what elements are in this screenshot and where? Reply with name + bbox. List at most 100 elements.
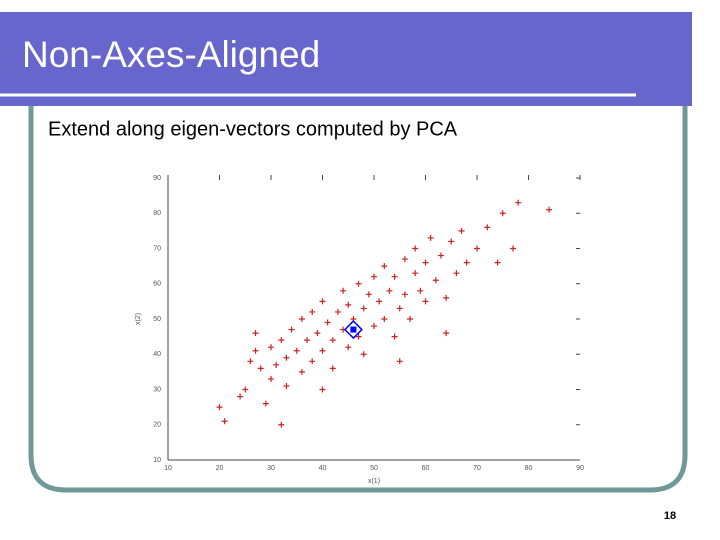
scatter-point — [309, 308, 316, 315]
scatter-point — [329, 365, 336, 372]
scatter-point — [283, 354, 290, 361]
x-tick-label: 30 — [267, 465, 275, 472]
x-tick-label: 70 — [473, 465, 481, 472]
scatter-point — [453, 270, 460, 277]
scatter-point — [360, 351, 367, 358]
scatter-point — [340, 287, 347, 294]
x-tick-label: 10 — [164, 465, 172, 472]
scatter-point — [422, 298, 429, 305]
scatter-point — [283, 382, 290, 389]
scatter-point — [360, 305, 367, 312]
y-tick-label: 50 — [153, 316, 161, 323]
scatter-point — [422, 259, 429, 266]
scatter-point — [448, 238, 455, 245]
scatter-point — [401, 256, 408, 263]
y-tick-label: 30 — [153, 386, 161, 393]
centroid-core — [350, 326, 357, 333]
x-tick-label: 90 — [576, 465, 584, 472]
scatter-point — [278, 421, 285, 428]
y-tick-label: 40 — [153, 351, 161, 358]
y-axis-label: x(2) — [135, 313, 142, 325]
scatter-point — [437, 252, 444, 259]
scatter-point — [355, 333, 362, 340]
scatter-point — [345, 344, 352, 351]
scatter-point — [458, 227, 465, 234]
scatter-point — [546, 206, 553, 213]
scatter-point — [252, 330, 259, 337]
header-bar — [0, 12, 692, 106]
scatter-point — [474, 245, 480, 252]
scatter-point — [494, 259, 501, 266]
scatter-point — [298, 368, 305, 375]
scatter-point — [401, 291, 408, 298]
centroid-marker — [343, 320, 363, 340]
scatter-point — [391, 333, 398, 340]
scatter-point — [355, 280, 362, 287]
y-tick-label: 20 — [153, 422, 161, 429]
slide-frame — [28, 106, 688, 493]
x-tick-label: 80 — [525, 465, 533, 472]
scatter-point — [242, 386, 249, 393]
scatter-point — [221, 418, 228, 425]
x-tick-label: 40 — [319, 465, 327, 472]
scatter-point — [386, 287, 393, 294]
scatter-point — [432, 277, 439, 284]
scatter-point — [371, 273, 377, 280]
scatter-point — [510, 245, 517, 252]
scatter-point — [304, 337, 311, 344]
scatter-point — [257, 365, 264, 372]
scatter-point — [443, 330, 450, 337]
scatter-point — [345, 301, 352, 308]
scatter-point — [371, 323, 377, 330]
scatter-point — [407, 316, 414, 322]
scatter-point — [314, 330, 321, 337]
scatter-point — [381, 263, 388, 270]
scatter-point — [515, 199, 522, 206]
slide-subtitle: Extend along eigen-vectors computed by P… — [48, 118, 458, 140]
scatter-point — [443, 294, 450, 301]
scatter-point — [376, 298, 383, 305]
scatter-point — [319, 386, 326, 393]
scatter-point — [319, 298, 326, 305]
scatter-point — [247, 358, 254, 365]
y-tick-label: 60 — [153, 281, 161, 288]
x-axis-label: x(1) — [368, 478, 380, 485]
scatter-point — [499, 210, 506, 217]
scatter-point — [268, 375, 274, 382]
scatter-point — [463, 259, 470, 266]
scatter-point — [417, 287, 424, 294]
scatter-point — [237, 393, 244, 400]
scatter-point — [427, 234, 434, 241]
y-tick-label: 70 — [153, 245, 161, 252]
scatter-point — [412, 245, 419, 252]
scatter-point — [288, 326, 295, 333]
scatter-point — [262, 400, 269, 407]
scatter-point — [268, 344, 274, 351]
scatter-point — [293, 347, 300, 354]
scatter-point — [396, 305, 403, 312]
scatter-point — [412, 270, 419, 277]
scatter-point — [298, 316, 305, 322]
y-tick-label: 90 — [153, 175, 161, 182]
scatter-point — [309, 358, 316, 365]
scatter-point — [278, 337, 285, 344]
scatter-point — [319, 347, 326, 354]
scatter-point — [391, 273, 398, 280]
y-tick-label: 10 — [153, 457, 161, 464]
x-tick-label: 60 — [422, 465, 430, 472]
scatter-point — [396, 358, 403, 365]
x-tick-label: 50 — [370, 465, 378, 472]
scatter-point — [334, 308, 341, 315]
scatter-point — [273, 361, 280, 368]
scatter-point — [324, 319, 331, 326]
x-tick-label: 20 — [216, 465, 224, 472]
page-number: 18 — [664, 510, 676, 522]
scatter-point — [365, 291, 372, 298]
scatter-point — [484, 224, 491, 231]
scatter-point — [329, 337, 336, 344]
scatter-point — [381, 316, 388, 322]
slide-title: Non-Axes-Aligned — [22, 34, 320, 75]
scatter-point — [252, 347, 259, 354]
scatter-point — [216, 404, 223, 411]
